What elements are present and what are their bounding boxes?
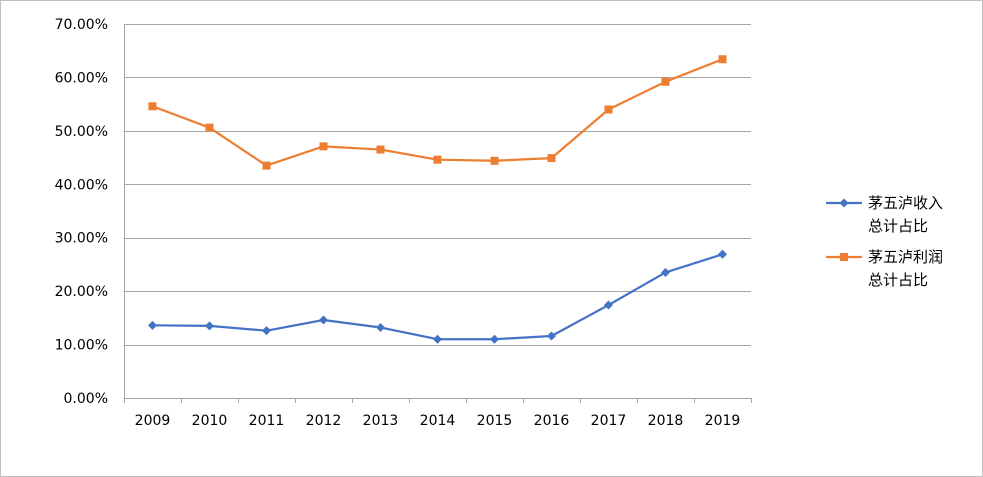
x-tick-label: 2010: [192, 413, 228, 429]
data-point-profit: [547, 154, 556, 163]
y-tick-label: 0.00%: [64, 391, 108, 407]
data-point-profit: [148, 102, 157, 111]
legend-label-revenue-line2: 总计占比: [868, 217, 928, 235]
legend-label-revenue-line1: 茅五泸收入: [868, 194, 943, 212]
series-line-profit: [152, 58, 723, 167]
legend: 茅五泸收入 总计占比 茅五泸利润 总计占比: [826, 194, 943, 289]
data-point-revenue: [376, 322, 385, 332]
x-tick-label: 2013: [363, 413, 399, 429]
y-tick-label: 30.00%: [55, 231, 108, 247]
y-tick-label: 70.00%: [55, 17, 108, 33]
x-tick-label: 2012: [306, 413, 342, 429]
data-point-revenue: [604, 300, 613, 310]
data-point-revenue: [661, 267, 670, 277]
data-point-revenue: [433, 334, 442, 344]
data-point-revenue: [148, 320, 157, 330]
x-axis-tick-labels: 2009 2010 2011 2012 2013 2014 2015 2016 …: [135, 413, 741, 429]
data-point-profit: [490, 156, 499, 165]
axes: [124, 24, 752, 403]
series-profit: [148, 55, 727, 170]
y-tick-label: 50.00%: [55, 124, 108, 140]
y-tick-label: 40.00%: [55, 177, 108, 193]
x-tick-label: 2018: [648, 413, 684, 429]
series-line-revenue: [152, 253, 723, 341]
y-axis-tick-labels: 0.00% 10.00% 20.00% 30.00% 40.00% 50.00%…: [55, 17, 108, 407]
data-point-profit: [718, 55, 727, 64]
data-point-profit: [604, 105, 613, 114]
legend-swatch-marker: [839, 198, 849, 208]
legend-swatch-profit: [826, 253, 862, 261]
x-tick-label: 2017: [591, 413, 627, 429]
data-series: [148, 55, 727, 344]
data-point-revenue: [319, 315, 328, 325]
x-tick-label: 2009: [135, 413, 171, 429]
x-tick-label: 2016: [534, 413, 570, 429]
data-point-revenue: [718, 249, 727, 259]
x-tick-label: 2014: [420, 413, 456, 429]
x-tick-label: 2011: [249, 413, 285, 429]
gridlines: [124, 24, 751, 346]
series-revenue: [148, 249, 727, 344]
data-point-profit: [262, 161, 271, 170]
x-tick-label: 2019: [705, 413, 741, 429]
x-tick-label: 2015: [477, 413, 513, 429]
legend-label-profit-line1: 茅五泸利润: [868, 248, 943, 266]
data-point-profit: [376, 145, 385, 154]
y-tick-label: 60.00%: [55, 70, 108, 86]
data-point-revenue: [205, 321, 214, 331]
data-point-profit: [661, 77, 670, 86]
legend-swatch-marker: [840, 253, 848, 261]
data-point-revenue: [490, 334, 499, 344]
data-point-profit: [433, 155, 442, 164]
y-tick-label: 10.00%: [55, 338, 108, 354]
y-tick-label: 20.00%: [55, 284, 108, 300]
data-point-profit: [205, 123, 214, 132]
data-point-revenue: [547, 331, 556, 341]
data-point-revenue: [262, 326, 271, 336]
data-point-profit: [319, 142, 328, 151]
legend-label-profit-line2: 总计占比: [868, 271, 928, 289]
legend-swatch-revenue: [826, 198, 862, 208]
